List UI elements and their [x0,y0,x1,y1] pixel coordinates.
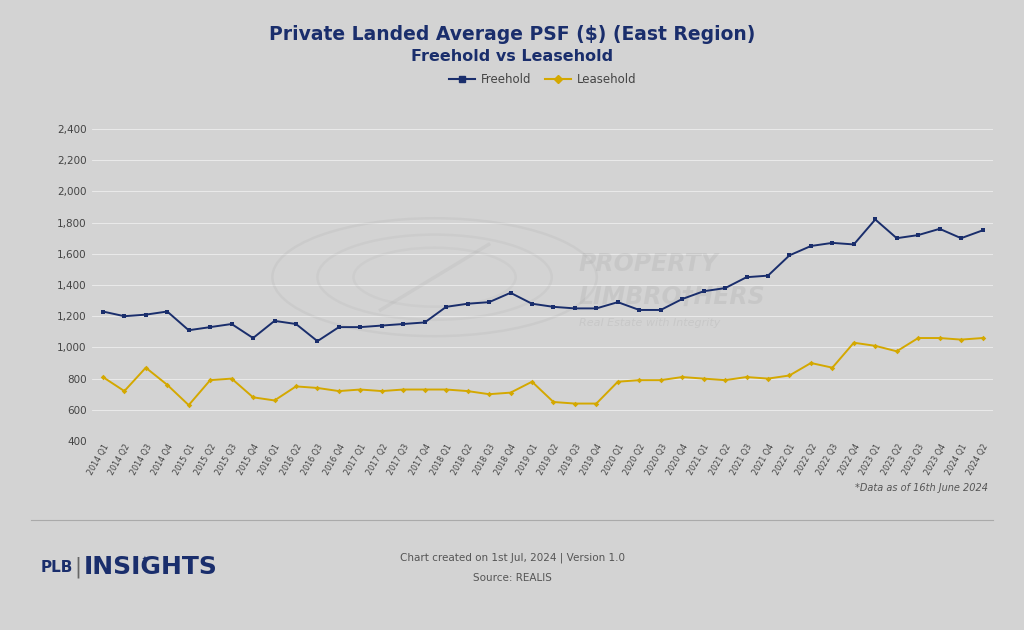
Text: Real Estate with Integrity: Real Estate with Integrity [579,318,720,328]
Text: Private Landed Average PSF ($) (East Region): Private Landed Average PSF ($) (East Reg… [269,25,755,44]
Text: ✦: ✦ [141,556,147,562]
Text: Freehold vs Leasehold: Freehold vs Leasehold [411,49,613,64]
Text: LIMBRO†HERS: LIMBRO†HERS [579,285,765,309]
Text: *Data as of 16th June 2024: *Data as of 16th June 2024 [855,483,988,493]
Text: PROPERTY: PROPERTY [579,252,719,276]
Text: |: | [75,556,82,578]
Legend: Freehold, Leasehold: Freehold, Leasehold [444,69,641,91]
Text: INSIGHTS: INSIGHTS [84,555,218,579]
Text: Chart created on 1st Jul, 2024 | Version 1.0: Chart created on 1st Jul, 2024 | Version… [399,553,625,563]
Text: Source: REALIS: Source: REALIS [472,573,552,583]
Text: PLB: PLB [41,559,74,575]
